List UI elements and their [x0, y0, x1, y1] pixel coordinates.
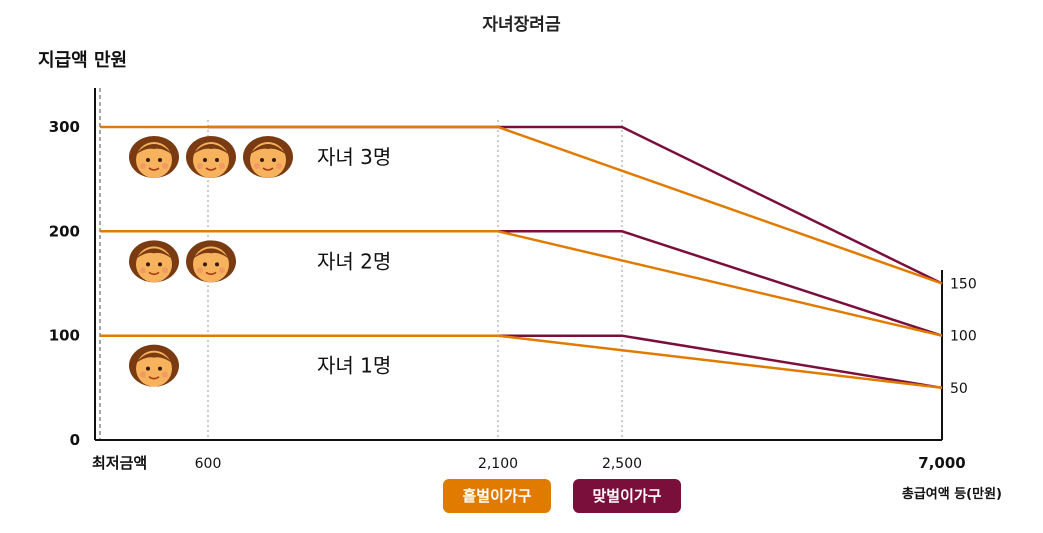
- right-tick-label-150: 150: [950, 277, 977, 293]
- legend-dual-income: 맞벌이가구: [573, 479, 681, 513]
- x-tick-label-minimum: 최저금액: [92, 454, 147, 472]
- series-line-dual-2-kids: [208, 230, 943, 337]
- child-face-icon: [243, 136, 293, 178]
- y-tick-label-300: 300: [49, 118, 80, 136]
- y-axis-label: 지급액 만원: [38, 50, 127, 71]
- child-face-icon: [186, 136, 236, 178]
- series-line-single-3-kids: [100, 125, 943, 285]
- child-face-icon: [186, 240, 236, 283]
- child-face-icon: [129, 240, 179, 283]
- right-tick-label-100: 100: [950, 329, 977, 345]
- x-axis-label: 총급여액 등(만원): [902, 486, 1002, 502]
- x-tick-label-600: 600: [195, 456, 222, 472]
- y-tick-label-0: 0: [70, 431, 80, 449]
- x-tick-label-2100: 2,100: [478, 456, 518, 472]
- child-face-icon: [129, 136, 179, 178]
- series-line-single-2-kids: [100, 230, 943, 337]
- series-line-single-1-kids: [100, 334, 943, 390]
- x-tick-label-7000: 7,000: [918, 454, 965, 472]
- child-face-icon: [129, 344, 179, 387]
- group-label-2-kids: 자녀 2명: [317, 249, 391, 273]
- x-tick-label-2500: 2,500: [602, 456, 642, 472]
- legend-single-income: 홑벌이가구: [443, 479, 551, 513]
- group-label-3-kids: 자녀 3명: [317, 145, 391, 169]
- group-label-1-kid: 자녀 1명: [317, 354, 391, 378]
- chart-title: 자녀장려금: [482, 15, 561, 35]
- y-tick-label-200: 200: [49, 222, 80, 240]
- right-tick-label-50: 50: [950, 381, 968, 397]
- y-tick-label-100: 100: [49, 327, 80, 345]
